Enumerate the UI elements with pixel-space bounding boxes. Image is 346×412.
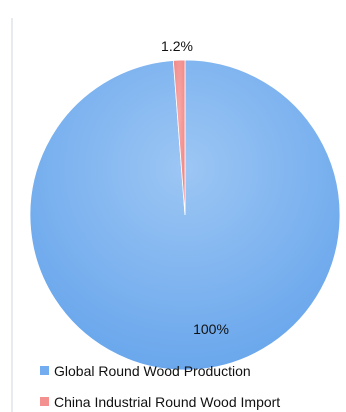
legend-label-global-production: Global Round Wood Production (54, 363, 251, 379)
legend-entry-china-import: China Industrial Round Wood Import (40, 394, 280, 410)
legend-swatch-china-import (40, 397, 49, 406)
pie-slices (29, 59, 341, 371)
legend-swatch-global-production (40, 366, 49, 375)
legend: Global Round Wood Production China Indus… (40, 363, 280, 410)
data-label-global-production: 100% (193, 321, 229, 337)
data-label-china-import: 1.2% (161, 38, 193, 54)
legend-label-china-import: China Industrial Round Wood Import (54, 394, 280, 410)
pie-slice-china-import (172, 59, 186, 216)
legend-entry-global-production: Global Round Wood Production (40, 363, 251, 379)
